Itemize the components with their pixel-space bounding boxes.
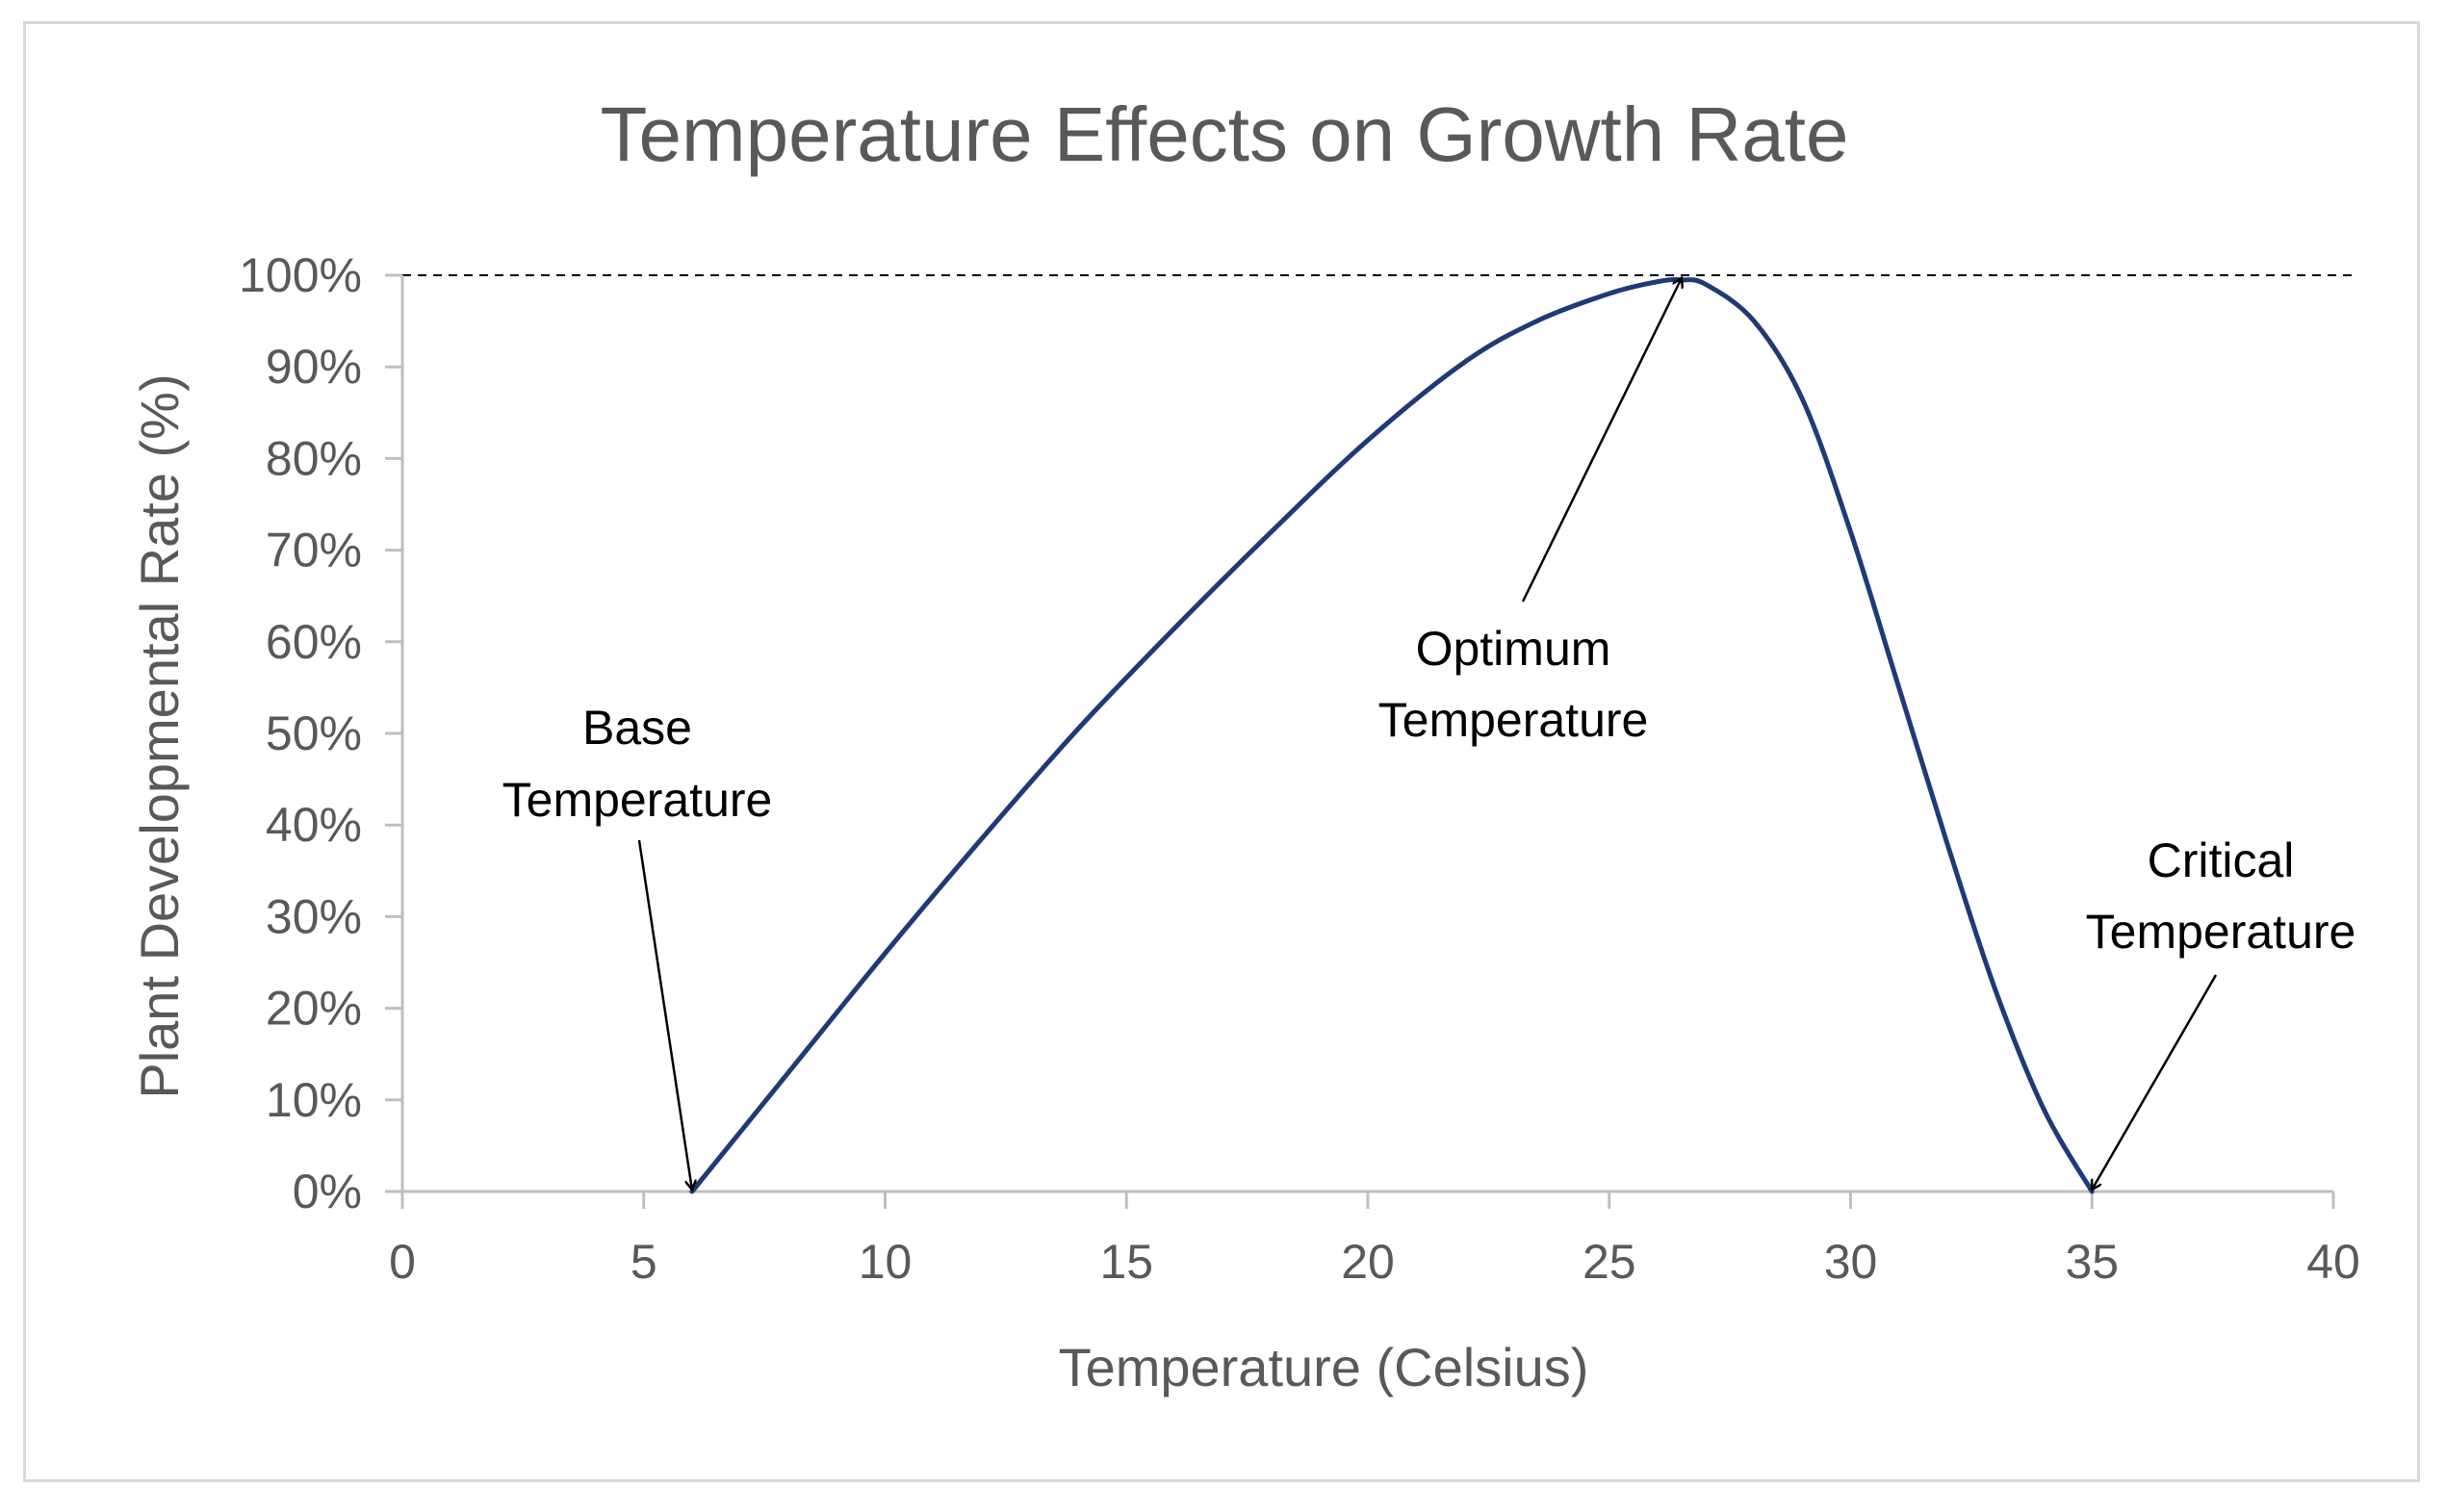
- x-tick-label: 40: [2306, 1235, 2360, 1289]
- series-line: [689, 277, 2095, 1194]
- y-tick-label: 100%: [239, 248, 362, 302]
- y-tick-label: 30%: [266, 889, 362, 943]
- y-tick-label: 50%: [266, 706, 362, 760]
- chart: Temperature Effects on Growth Rate 0 5 10 1…: [129, 91, 2360, 1397]
- y-tick-label: 10%: [266, 1073, 362, 1127]
- annotation-critical-arrow: [2092, 974, 2218, 1190]
- y-tick-label: 90%: [266, 340, 362, 394]
- x-tick-label: 15: [1099, 1235, 1153, 1289]
- annotation-base-arrow: [637, 839, 692, 1190]
- x-axis-label: Temperature (Celsius): [1059, 1337, 1589, 1397]
- y-tick-label: 40%: [266, 798, 362, 852]
- annotation-base-text: Temperature: [502, 773, 773, 827]
- y-axis-label: Plant Developmental Rate (%): [129, 373, 190, 1098]
- annotation-optimum-text: Temperature: [1378, 693, 1649, 747]
- x-tick-label: 0: [389, 1235, 416, 1289]
- x-tick-label: 20: [1341, 1235, 1395, 1289]
- y-tick-label: 60%: [266, 615, 362, 669]
- y-tick-label: 70%: [266, 524, 362, 577]
- y-tick-label: 20%: [266, 982, 362, 1036]
- y-tick-label: 0%: [293, 1165, 362, 1218]
- x-tick-label: 10: [859, 1235, 913, 1289]
- x-tick-label: 35: [2065, 1235, 2119, 1289]
- annotation-optimum-arrow: [1521, 278, 1682, 602]
- annotation-critical-text: Temperature: [2086, 905, 2356, 959]
- x-tick-label: 30: [1824, 1235, 1878, 1289]
- chart-frame: Temperature Effects on Growth Rate 0 5 10 1…: [23, 21, 2420, 1482]
- annotation-optimum-text: Optimum: [1416, 622, 1611, 676]
- x-tick-label: 5: [631, 1235, 657, 1289]
- y-tick-label: 80%: [266, 431, 362, 485]
- x-tick-label: 25: [1583, 1235, 1636, 1289]
- chart-title: Temperature Effects on Growth Rate: [601, 91, 1849, 177]
- annotation-base-text: Base: [582, 701, 692, 755]
- annotation-critical-text: Critical: [2148, 833, 2295, 887]
